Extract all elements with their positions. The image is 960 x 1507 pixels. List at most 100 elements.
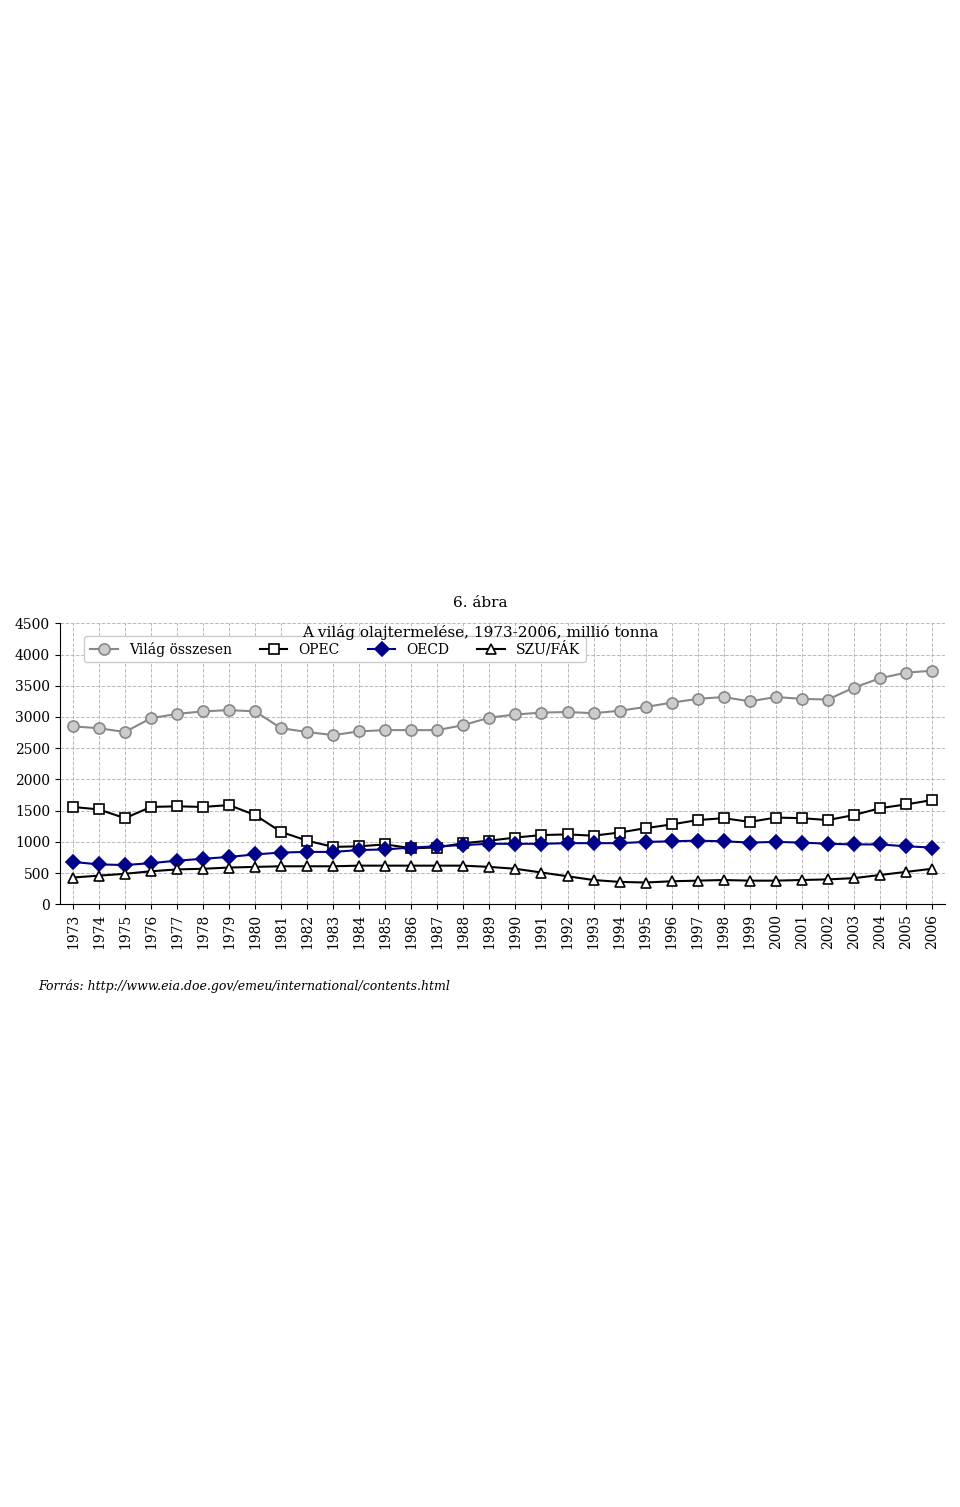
OECD — [875, 835, 886, 853]
Világ összesen — [327, 726, 339, 744]
SZU/FÁK — [796, 871, 807, 889]
SZU/FÁK — [197, 859, 208, 877]
SZU/FÁK — [692, 871, 704, 889]
SZU/FÁK — [405, 856, 417, 874]
SZU/FÁK — [119, 865, 131, 883]
OPEC — [145, 797, 156, 815]
Világ összesen — [875, 669, 886, 687]
SZU/FÁK — [848, 870, 859, 888]
SZU/FÁK — [432, 856, 444, 874]
OECD — [405, 838, 417, 856]
OECD — [718, 832, 730, 850]
OECD — [171, 851, 182, 870]
SZU/FÁK — [379, 856, 391, 874]
Világ összesen — [224, 701, 235, 719]
SZU/FÁK — [640, 874, 652, 892]
SZU/FÁK — [744, 871, 756, 889]
SZU/FÁK — [93, 867, 105, 885]
Világ összesen — [458, 716, 469, 734]
Világ összesen — [432, 720, 444, 738]
OECD — [67, 853, 79, 871]
OECD — [458, 836, 469, 854]
OPEC — [718, 809, 730, 827]
Világ összesen — [536, 704, 547, 722]
OPEC — [875, 799, 886, 817]
OPEC — [640, 820, 652, 838]
SZU/FÁK — [458, 856, 469, 874]
OECD — [562, 835, 573, 853]
OECD — [796, 833, 807, 851]
OPEC — [405, 839, 417, 857]
OPEC — [796, 809, 807, 827]
OECD — [692, 832, 704, 850]
OECD — [145, 854, 156, 873]
Világ összesen — [353, 722, 365, 740]
Világ összesen — [796, 690, 807, 708]
OECD — [822, 835, 833, 853]
OPEC — [301, 832, 313, 850]
Világ összesen — [197, 702, 208, 720]
OECD — [770, 833, 781, 851]
Világ összesen — [588, 704, 599, 722]
SZU/FÁK — [224, 859, 235, 877]
Világ összesen — [848, 678, 859, 696]
OECD — [848, 835, 859, 853]
Világ összesen — [718, 689, 730, 707]
SZU/FÁK — [536, 864, 547, 882]
OPEC — [171, 797, 182, 815]
SZU/FÁK — [875, 867, 886, 885]
OPEC — [926, 791, 938, 809]
Line: SZU/FÁK: SZU/FÁK — [68, 860, 937, 888]
SZU/FÁK — [613, 873, 625, 891]
Világ összesen — [145, 710, 156, 728]
OECD — [510, 835, 521, 853]
Legend: Világ összesen, OPEC, OECD, SZU/FÁK: Világ összesen, OPEC, OECD, SZU/FÁK — [84, 636, 586, 663]
Világ összesen — [926, 662, 938, 680]
OPEC — [93, 800, 105, 818]
OPEC — [770, 809, 781, 827]
Line: OPEC: OPEC — [68, 796, 937, 853]
Világ összesen — [93, 719, 105, 737]
OPEC — [536, 826, 547, 844]
Világ összesen — [770, 689, 781, 707]
OPEC — [900, 796, 912, 814]
OPEC — [588, 827, 599, 845]
OPEC — [327, 838, 339, 856]
OPEC — [666, 815, 678, 833]
Világ összesen — [119, 723, 131, 741]
OPEC — [744, 812, 756, 830]
OECD — [432, 838, 444, 856]
SZU/FÁK — [327, 857, 339, 876]
SZU/FÁK — [145, 862, 156, 880]
Világ összesen — [67, 717, 79, 735]
Világ összesen — [250, 702, 261, 720]
OPEC — [432, 838, 444, 856]
OPEC — [613, 823, 625, 841]
SZU/FÁK — [718, 871, 730, 889]
OECD — [484, 835, 495, 853]
OPEC — [353, 838, 365, 856]
OECD — [536, 835, 547, 853]
SZU/FÁK — [588, 871, 599, 889]
OECD — [119, 856, 131, 874]
Világ összesen — [900, 663, 912, 681]
OECD — [301, 842, 313, 860]
SZU/FÁK — [510, 859, 521, 877]
Text: Forrás: http://www.eia.doe.gov/emeu/international/contents.html: Forrás: http://www.eia.doe.gov/emeu/inte… — [38, 980, 450, 993]
SZU/FÁK — [562, 867, 573, 885]
Világ összesen — [666, 693, 678, 711]
Világ összesen — [510, 705, 521, 723]
SZU/FÁK — [353, 856, 365, 874]
SZU/FÁK — [250, 857, 261, 876]
SZU/FÁK — [822, 871, 833, 889]
SZU/FÁK — [67, 868, 79, 886]
SZU/FÁK — [484, 857, 495, 876]
OECD — [93, 856, 105, 874]
OECD — [640, 833, 652, 851]
OECD — [276, 844, 287, 862]
OECD — [197, 850, 208, 868]
Világ összesen — [613, 702, 625, 720]
SZU/FÁK — [666, 873, 678, 891]
OECD — [379, 841, 391, 859]
Világ összesen — [484, 708, 495, 726]
